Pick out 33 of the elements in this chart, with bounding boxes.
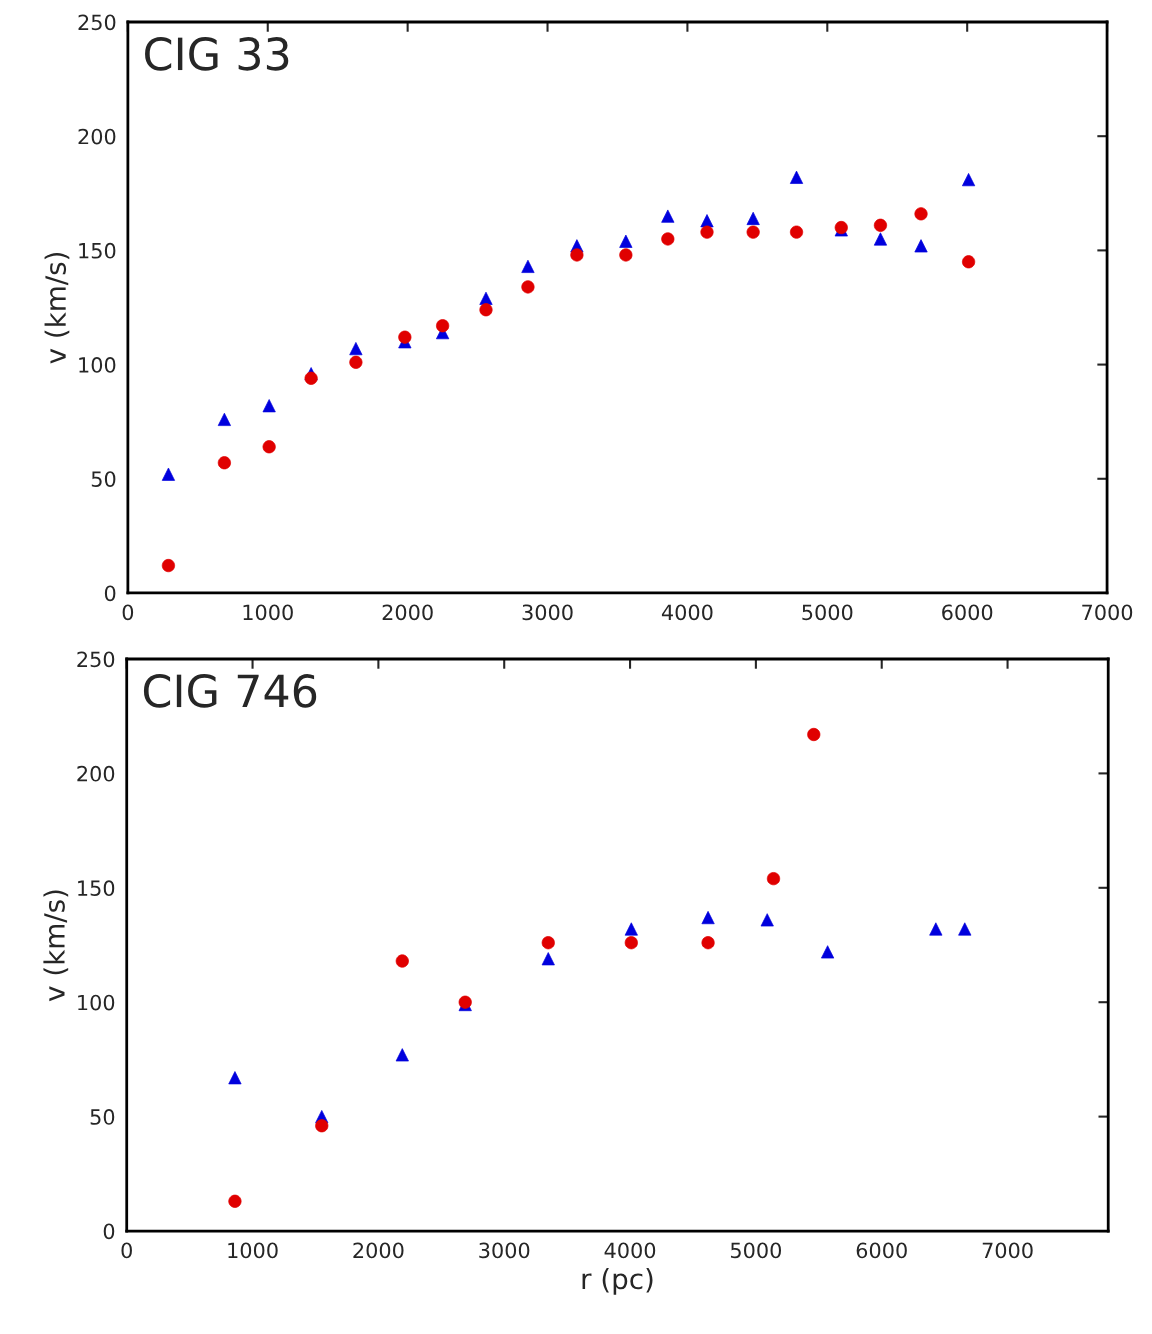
x-tick-label: 4000 <box>604 1242 656 1259</box>
y-tick-label: 0 <box>104 585 116 602</box>
y-tick-label: 50 <box>91 471 116 487</box>
y-tick-label: 0 <box>103 1223 115 1240</box>
chart-title: CIG 746 <box>143 674 317 708</box>
x-tick-label: 5000 <box>802 604 853 621</box>
y-tick-label: 200 <box>78 128 116 145</box>
x-tick-label: 3000 <box>479 1242 530 1259</box>
x-tick-label: 6000 <box>856 1242 907 1259</box>
x-tick-label: 6000 <box>942 604 993 621</box>
y-tick-label: 200 <box>77 765 115 782</box>
x-tick-label: 0 <box>121 1242 132 1259</box>
x-tick-label: 7000 <box>1082 604 1133 621</box>
y-tick-label: 150 <box>78 880 115 897</box>
x-tick-label: 4000 <box>661 604 713 621</box>
y-tick-label: 50 <box>90 1109 115 1125</box>
y-tick-label: 100 <box>79 357 116 373</box>
y-tick-label: 100 <box>78 994 115 1011</box>
x-tick-label: 1000 <box>228 1242 278 1259</box>
y-tick-label: 250 <box>77 651 115 668</box>
y-tick-label: 250 <box>78 14 116 31</box>
x-axis-title: r (pc) <box>582 1267 653 1295</box>
x-tick-label: 0 <box>122 604 134 621</box>
y-tick-label: 150 <box>79 242 116 259</box>
x-tick-label: 5000 <box>730 1242 782 1259</box>
y-axis-title: v (km/s) <box>44 252 70 364</box>
x-tick-label: 3000 <box>522 604 573 621</box>
x-tick-label: 7000 <box>982 1242 1033 1259</box>
chart-title: CIG 33 <box>145 37 289 71</box>
x-tick-label: 2000 <box>382 604 433 621</box>
x-tick-label: 2000 <box>353 1242 404 1259</box>
y-axis-title: v (km/s) <box>43 890 69 1002</box>
x-tick-label: 1000 <box>243 604 293 621</box>
